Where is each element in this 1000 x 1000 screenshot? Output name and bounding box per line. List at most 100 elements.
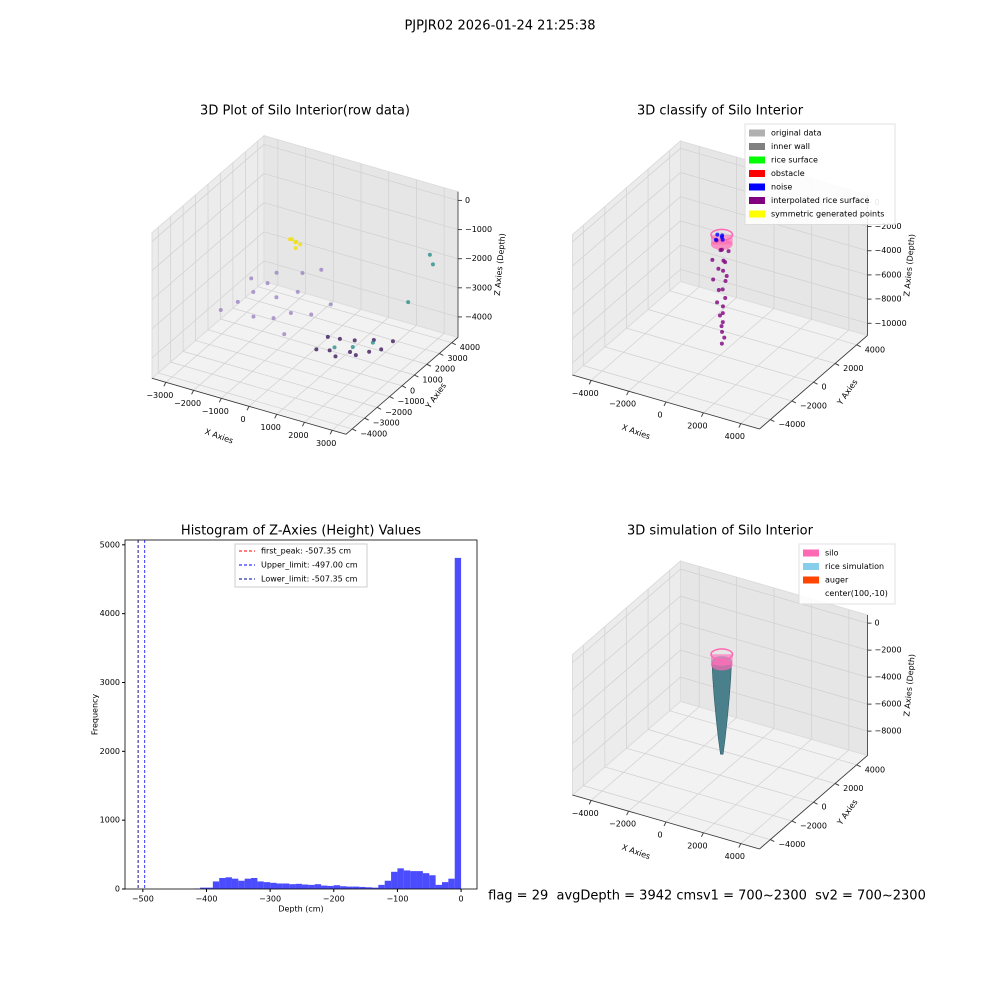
subplot-title: 3D Plot of Silo Interior(row data) [200,104,410,119]
legend-label: auger [825,576,849,585]
legend-label: noise [771,183,792,192]
tick-mark [274,414,278,419]
bar [225,877,232,889]
bar [391,871,398,889]
z-tick-label: −2000 [465,254,492,263]
z-tick-label: −4000 [875,246,902,255]
grid-line [195,340,390,397]
y-tick-label: 1000 [100,816,120,825]
x-tick-label: −2000 [609,820,636,829]
axis-line [759,335,868,430]
point [287,237,292,242]
x-tick-label: −300 [259,895,281,904]
z-tick-label: −3000 [465,283,492,292]
figure-title: PJPJR02 2026-01-24 21:25:38 [404,19,595,34]
tick-mark [301,422,305,427]
tick-mark [626,390,630,396]
legend-swatch [803,576,819,584]
bar [454,557,462,889]
grid-line [680,595,868,651]
point [249,276,254,281]
y-tick-label: 0 [115,885,120,894]
grid-line [572,649,681,744]
point [295,289,300,294]
legend-swatch [749,129,765,137]
grid-line [647,309,836,364]
x-tick-label: −4000 [572,389,599,398]
bar [365,887,372,889]
point [319,267,324,272]
y-tick-label: 3000 [447,354,467,363]
bar [378,884,385,889]
bar [359,886,366,889]
y-tick-label: 0 [822,383,827,392]
y-tick-label: 2000 [843,364,863,373]
point [716,266,721,271]
grid-line [680,220,868,276]
point [717,313,722,318]
point [427,252,432,257]
subplot-title: Histogram of Z-Axies (Height) Values [181,524,421,539]
point [251,314,256,319]
legend-label: rice surface [771,156,818,165]
bar [301,884,309,889]
grid-line [170,361,365,419]
grid-line [151,173,265,271]
bar [314,884,322,889]
grid-line [158,372,353,430]
grid-line [626,747,814,803]
z-axis-label: Z Axies (Depth) [902,654,916,717]
point [251,289,256,294]
bar [270,882,277,889]
tick-mark [663,821,667,827]
legend-box [744,123,896,225]
tick-mark [191,390,195,395]
status-text: flag = 29 avgDepth = 3942 cmsv1 = 700~23… [488,889,926,904]
x-tick-label: −2000 [609,400,636,409]
y-tick-label: 5000 [100,540,120,549]
z-tick-label: −2000 [875,222,902,231]
z-tick-label: −8000 [875,295,902,304]
point [327,348,332,353]
point [332,345,337,350]
x-tick-label: 3000 [316,439,336,448]
y-tick-label: −2000 [800,401,827,410]
y-tick-label: 0 [822,803,827,812]
x-tick-label: 1000 [261,423,281,432]
point [719,247,724,252]
bar [403,870,411,889]
x-tick-label: 4000 [725,432,745,441]
y-tick-label: −2000 [385,408,412,417]
legend-label: center(100,-10) [825,589,888,598]
grid-line [183,351,378,408]
bar [340,886,347,889]
tick-mark [246,406,250,411]
grid-line [572,676,681,771]
grid-line [151,260,265,359]
point [367,349,372,354]
bar [371,887,379,889]
y-tick-label: 4000 [460,343,480,352]
tick-mark [401,385,407,389]
bar [416,871,423,889]
point [721,268,726,273]
grid-line [257,286,452,344]
axis-line [572,374,760,430]
tick-mark [414,374,419,378]
z-axis-label: Z Axies (Depth) [902,234,916,297]
axis-line [151,377,347,435]
z-tick-label: −2000 [875,646,902,655]
bar [352,886,360,889]
tick-mark [626,810,630,816]
tick-mark [376,406,382,410]
grid-line [245,297,440,354]
y-tick-label: −4000 [778,840,805,849]
point [719,341,724,346]
y-axis-label: Frequency [91,694,100,736]
x-tick-label: −4000 [572,809,599,818]
grid-line [583,785,771,840]
point [406,300,411,305]
x-tick-label: 4000 [725,852,745,861]
tick-mark [834,363,840,366]
point [337,336,342,341]
